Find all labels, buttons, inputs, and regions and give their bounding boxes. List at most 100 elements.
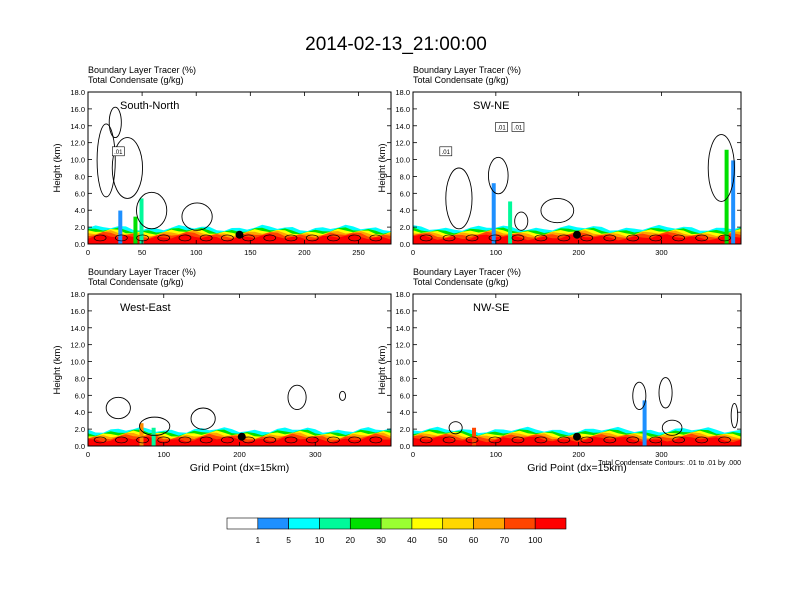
panel-4: Boundary Layer Tracer (%)Total Condensat… <box>377 267 742 474</box>
tracer-plume <box>642 400 647 446</box>
condensate-contour <box>442 234 456 242</box>
colorbar: 1 5 10 20 30 40 50 60 70 100 <box>226 517 567 545</box>
colorbar-label: 50 <box>438 535 448 545</box>
panel-label: South-North <box>120 100 179 112</box>
condensate-contour <box>672 234 686 242</box>
y-tick-label: 10.0 <box>395 156 410 165</box>
condensate-contour <box>93 234 107 242</box>
panels: Boundary Layer Tracer (%) Total Condensat… <box>52 65 742 474</box>
condensate-contour <box>139 416 171 436</box>
y-tick-label: 2.0 <box>400 223 410 232</box>
condensate-contour <box>534 436 548 444</box>
y-tick-label: 18.0 <box>395 88 410 97</box>
location-marker <box>237 432 246 441</box>
y-tick-label: 14.0 <box>70 122 85 131</box>
colorbar-label: 10 <box>315 535 325 545</box>
condensate-contour <box>199 436 213 444</box>
condensate-contour <box>534 234 548 242</box>
contour-label: .01 <box>511 122 525 132</box>
panel-3: Boundary Layer Tracer (%)Total Condensat… <box>52 267 392 474</box>
tracer-band <box>413 436 741 446</box>
colorbar-label: 100 <box>528 535 542 545</box>
x-tick-label: 200 <box>298 248 311 257</box>
condensate-contour <box>348 436 361 444</box>
tracer-plume <box>491 183 496 244</box>
condensate-contour <box>649 436 663 444</box>
y-tick-label: 6.0 <box>400 189 410 198</box>
y-tick-label: 0.0 <box>75 240 85 249</box>
condensate-contour <box>111 137 143 199</box>
condensate-contour <box>540 197 575 224</box>
plot-background <box>88 294 391 446</box>
condensate-contour <box>718 234 731 242</box>
x-tick-label: 250 <box>352 248 365 257</box>
condensate-contour <box>327 234 340 242</box>
y-tick-label: 0.0 <box>400 442 410 451</box>
condensate-contour <box>305 234 319 242</box>
condensate-contour <box>221 234 234 242</box>
tracer-plume <box>724 149 729 244</box>
condensate-contour <box>114 436 128 444</box>
plot-frame <box>87 91 392 245</box>
condensate-contour <box>465 436 479 444</box>
condensate-contour <box>287 384 307 410</box>
panel-1: Boundary Layer Tracer (%)Total Condensat… <box>52 65 392 257</box>
y-tick-label: 14.0 <box>70 324 85 333</box>
condensate-contour <box>96 123 116 198</box>
plot-frame <box>412 293 742 447</box>
x-tick-label: 300 <box>309 450 322 459</box>
plot-area: .01 <box>88 92 391 244</box>
colorbar-swatch <box>380 517 413 530</box>
condensate-contour <box>632 381 647 410</box>
condensate-contour <box>419 436 433 444</box>
colorbar-swatch <box>349 517 382 530</box>
y-tick-label: 6.0 <box>75 189 85 198</box>
colorbar-label: 5 <box>286 535 291 545</box>
y-tick-label: 10.0 <box>70 358 85 367</box>
y-tick-label: 16.0 <box>395 307 410 316</box>
tracer-plume <box>139 198 144 244</box>
condensate-contour <box>114 234 128 242</box>
condensate-contour <box>695 436 708 444</box>
x-axis-label: Grid Point (dx=15km) <box>190 462 290 474</box>
contour-label-box <box>511 122 525 132</box>
y-tick-label: 12.0 <box>395 341 410 350</box>
tracer-band <box>88 233 391 244</box>
colorbar-swatch <box>226 517 259 530</box>
x-tick-label: 300 <box>655 450 668 459</box>
y-tick-label: 4.0 <box>75 408 85 417</box>
tracer-plume <box>731 160 736 244</box>
y-tick-label: 10.0 <box>70 156 85 165</box>
contour-label-box <box>112 146 125 157</box>
colorbar-swatch <box>473 517 505 530</box>
y-tick-label: 12.0 <box>70 139 85 148</box>
y-tick-label: 10.0 <box>395 358 410 367</box>
condensate-contour <box>339 390 346 401</box>
condensate-contour <box>93 436 107 444</box>
y-tick-label: 6.0 <box>400 391 410 400</box>
plot-frame <box>412 91 742 245</box>
condensate-contour <box>263 234 277 242</box>
figure-title: 2014-02-13_21:00:00 <box>305 34 487 55</box>
y-tick-label: 8.0 <box>400 374 410 383</box>
location-marker <box>235 230 244 239</box>
tracer-plume <box>133 216 138 244</box>
y-tick-label: 6.0 <box>75 391 85 400</box>
colorbar-label: 40 <box>407 535 417 545</box>
x-tick-label: 100 <box>190 248 203 257</box>
y-tick-label: 8.0 <box>75 172 85 181</box>
y-tick-label: 2.0 <box>75 223 85 232</box>
condensate-contour <box>284 436 298 444</box>
condensate-contour <box>136 234 149 242</box>
y-tick-label: 18.0 <box>70 290 85 299</box>
panel-subtitle-tracer: Boundary Layer Tracer (%) <box>88 267 196 277</box>
contour-footnote: Total Condensate Contours: .01 to .01 by… <box>598 460 741 467</box>
y-tick-label: 18.0 <box>70 88 85 97</box>
plot-background <box>413 92 741 244</box>
condensate-contour <box>242 234 255 242</box>
y-tick-label: 4.0 <box>400 206 410 215</box>
panel-subtitle-tracer: Boundary Layer Tracer (%) <box>413 65 521 75</box>
x-tick-label: 100 <box>490 450 503 459</box>
x-tick-label: 0 <box>411 450 415 459</box>
